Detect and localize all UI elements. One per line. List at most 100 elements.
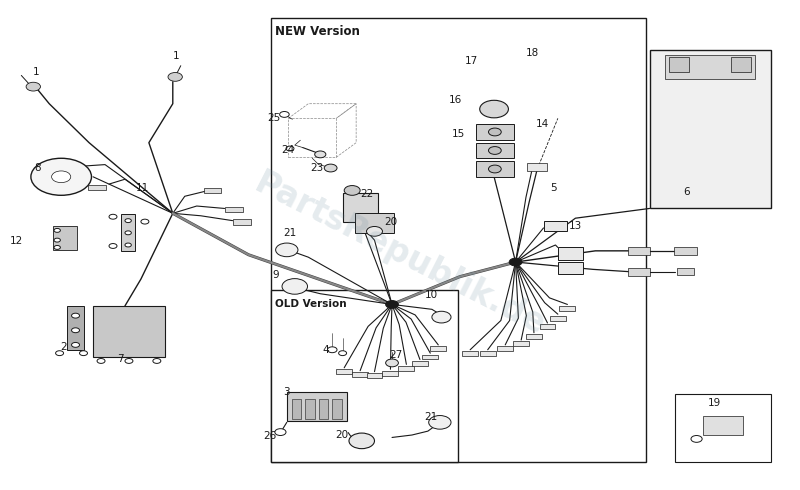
Circle shape	[54, 238, 60, 242]
Text: 4: 4	[322, 345, 330, 355]
Circle shape	[349, 433, 374, 449]
Bar	[53, 164, 70, 170]
Bar	[286, 392, 346, 421]
Bar	[476, 124, 514, 140]
Circle shape	[141, 219, 149, 224]
Circle shape	[54, 245, 60, 249]
Text: 23: 23	[310, 163, 324, 173]
Circle shape	[153, 359, 161, 364]
Bar	[66, 306, 84, 350]
Text: 17: 17	[465, 56, 478, 66]
Text: NEW Version: NEW Version	[275, 25, 360, 38]
Circle shape	[125, 243, 131, 247]
Circle shape	[324, 164, 337, 172]
Bar	[476, 161, 514, 177]
Bar	[559, 306, 575, 311]
Text: 21: 21	[424, 412, 437, 421]
Bar	[430, 346, 446, 351]
Bar	[674, 247, 697, 255]
Circle shape	[31, 158, 91, 196]
Text: 20: 20	[384, 217, 397, 226]
Circle shape	[168, 73, 182, 81]
Circle shape	[314, 151, 326, 158]
Circle shape	[386, 300, 398, 308]
Bar	[398, 366, 414, 371]
Circle shape	[510, 258, 522, 266]
Circle shape	[344, 186, 360, 196]
Text: 5: 5	[550, 182, 557, 193]
Bar	[121, 214, 135, 251]
Text: 27: 27	[390, 350, 403, 360]
Text: OLD Version: OLD Version	[275, 298, 346, 309]
Circle shape	[109, 244, 117, 248]
Bar	[526, 334, 542, 339]
Text: 19: 19	[708, 398, 722, 408]
Text: 18: 18	[526, 48, 539, 57]
Bar	[558, 247, 583, 260]
Circle shape	[489, 165, 502, 173]
Bar	[558, 262, 583, 274]
Circle shape	[327, 347, 337, 353]
Bar	[476, 143, 514, 158]
Bar	[366, 373, 382, 378]
Circle shape	[282, 279, 307, 294]
Bar	[670, 57, 690, 72]
Bar	[355, 213, 394, 233]
Circle shape	[429, 416, 451, 429]
Bar	[305, 399, 314, 419]
Bar	[703, 416, 743, 435]
Circle shape	[386, 359, 398, 367]
Text: 6: 6	[684, 187, 690, 197]
Circle shape	[125, 219, 131, 222]
Text: 1: 1	[33, 67, 40, 77]
Bar	[226, 206, 243, 212]
Circle shape	[26, 82, 41, 91]
Circle shape	[52, 171, 70, 183]
Circle shape	[71, 343, 79, 347]
Bar	[342, 194, 378, 221]
Text: 24: 24	[282, 145, 294, 155]
Text: 14: 14	[535, 119, 549, 129]
Bar	[336, 369, 352, 374]
Circle shape	[125, 359, 133, 364]
Circle shape	[97, 359, 105, 364]
Bar	[514, 342, 529, 346]
Text: 1: 1	[173, 51, 179, 61]
Bar	[543, 220, 567, 231]
Text: 16: 16	[449, 95, 462, 105]
Bar	[527, 163, 547, 171]
Bar	[675, 393, 770, 462]
Circle shape	[338, 351, 346, 356]
Bar	[352, 372, 368, 377]
Text: 3: 3	[283, 387, 290, 397]
Bar	[666, 55, 754, 79]
Circle shape	[276, 243, 298, 257]
Text: 12: 12	[10, 236, 23, 246]
Bar	[550, 316, 566, 320]
Circle shape	[366, 226, 382, 236]
Circle shape	[125, 231, 131, 235]
Bar	[480, 351, 496, 356]
Bar	[291, 399, 301, 419]
Text: 8: 8	[34, 163, 42, 173]
Text: 11: 11	[135, 182, 149, 193]
Circle shape	[280, 112, 289, 117]
Circle shape	[286, 146, 294, 151]
Bar	[234, 219, 251, 225]
Circle shape	[109, 214, 117, 219]
Bar	[539, 324, 555, 329]
Bar	[318, 399, 328, 419]
Text: 15: 15	[452, 129, 466, 139]
Bar	[731, 57, 750, 72]
Bar	[271, 19, 646, 462]
Circle shape	[71, 328, 79, 333]
Text: 7: 7	[117, 354, 124, 365]
Bar	[628, 247, 650, 255]
Text: 26: 26	[263, 431, 277, 441]
Bar	[498, 346, 514, 351]
Bar	[93, 306, 165, 357]
Bar	[677, 269, 694, 275]
Bar	[650, 50, 770, 208]
Bar	[54, 225, 77, 250]
Circle shape	[55, 351, 63, 356]
